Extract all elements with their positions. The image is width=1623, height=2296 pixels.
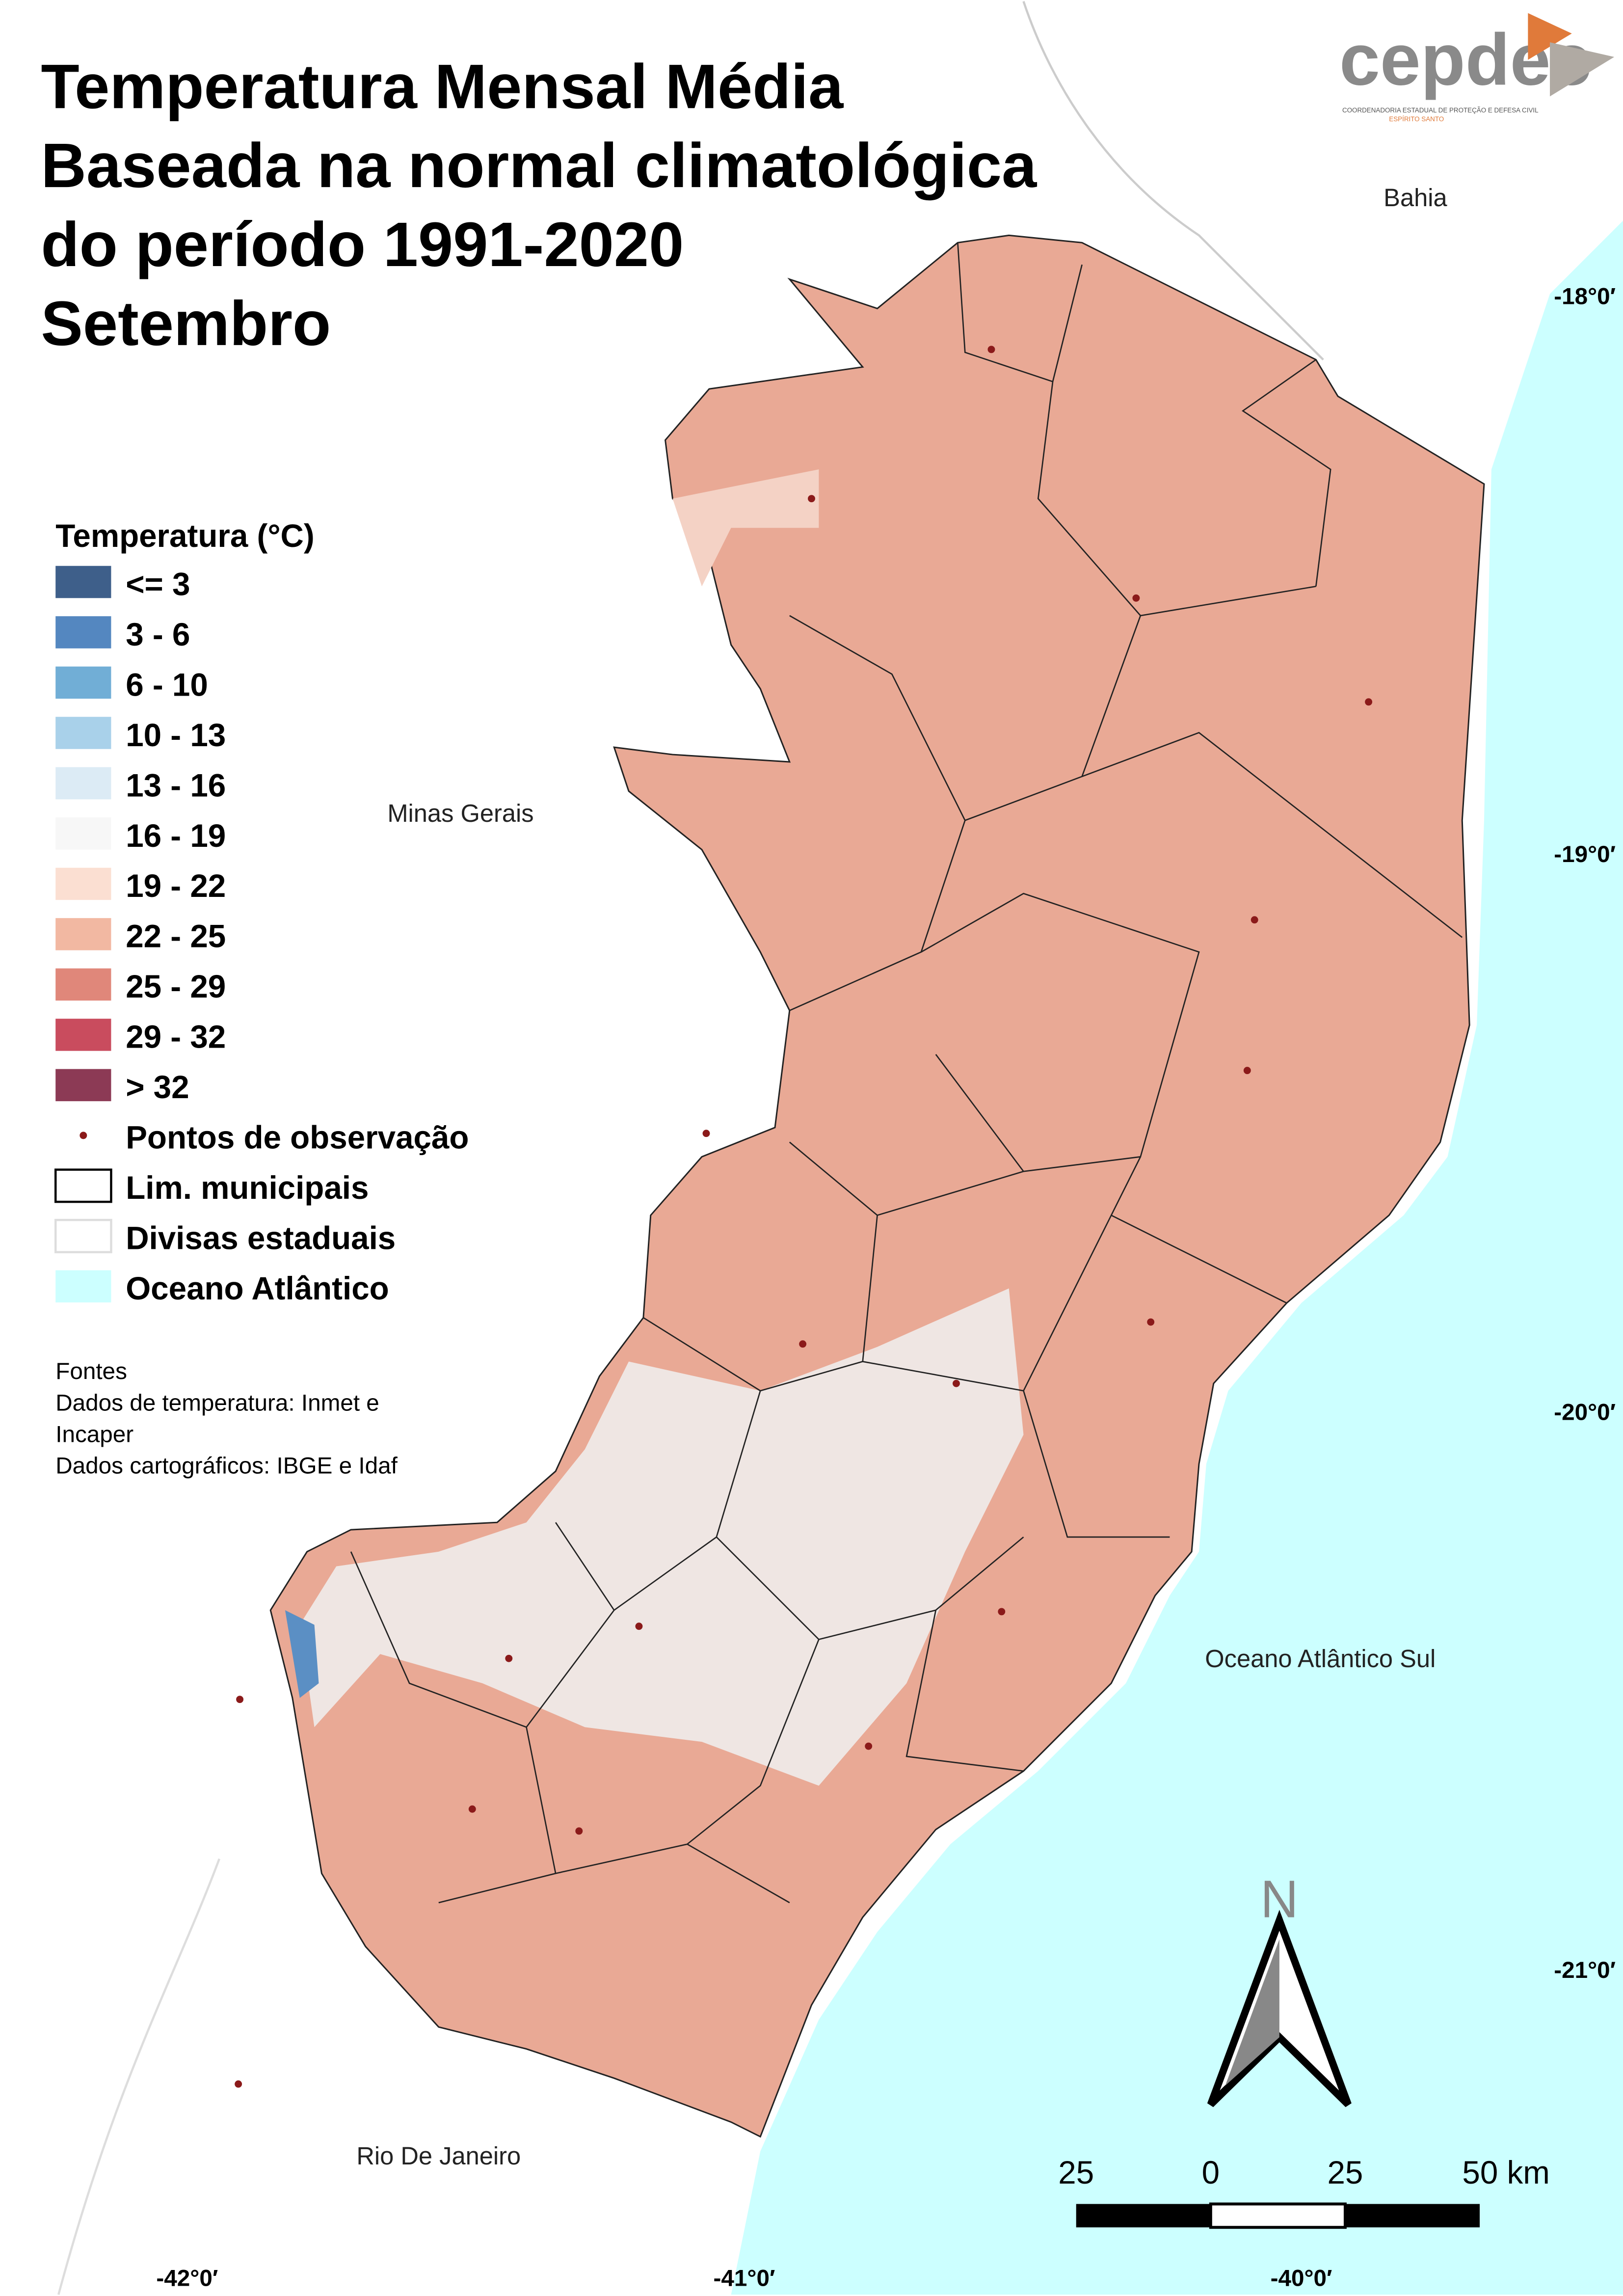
legend-swatch: [55, 717, 111, 749]
latitude-label: -18°0′: [1554, 283, 1616, 309]
state-border: [1022, 1, 1324, 361]
observation-point: [799, 1340, 807, 1348]
legend-swatch: [55, 918, 111, 950]
labels: Temperatura Mensal Média Baseada na norma…: [41, 52, 1616, 2291]
observation-point: [575, 1827, 583, 1835]
observation-point: [635, 1622, 643, 1630]
source-line: Dados de temperatura: Inmet e: [55, 1390, 379, 1416]
observation-point: [808, 495, 815, 503]
legend-label: 19 - 22: [126, 868, 226, 904]
scale-segment: [1345, 2204, 1480, 2228]
longitude-label: -42°0′: [156, 2265, 218, 2291]
logo-arrow: [1550, 42, 1615, 97]
legend-label: Divisas estaduais: [126, 1220, 396, 1256]
legend-label: > 32: [126, 1069, 189, 1105]
place-label: Oceano Atlântico Sul: [1205, 1645, 1436, 1673]
observation-point: [953, 1379, 960, 1387]
legend-swatch: [55, 566, 111, 598]
observation-points: [235, 346, 1373, 2088]
legend-title: Temperatura (°C): [55, 518, 314, 554]
legend-label: 13 - 16: [126, 767, 226, 803]
legend-label: Oceano Atlântico: [126, 1270, 389, 1306]
logo-state: ESPÍRITO SANTO: [1389, 115, 1444, 123]
legend-swatch: [55, 1270, 111, 1303]
north-arrow-shade: [1225, 1939, 1279, 2086]
observation-point: [865, 1742, 873, 1750]
source-line: Incaper: [55, 1421, 133, 1447]
legend-label: 10 - 13: [126, 717, 226, 753]
observation-point: [505, 1654, 513, 1662]
legend-label: 16 - 19: [126, 818, 226, 854]
title-line: do período 1991-2020: [41, 210, 684, 280]
legend-label: 3 - 6: [126, 617, 190, 652]
scale-segment: [1076, 2204, 1211, 2228]
longitude-label: -41°0′: [714, 2265, 775, 2291]
scale-label: 25: [1327, 2155, 1363, 2190]
title-line: Temperatura Mensal Média: [41, 52, 844, 122]
legend-swatch: [55, 616, 111, 648]
scale-label: 0: [1202, 2155, 1220, 2190]
observation-point: [1251, 916, 1258, 924]
legend-swatch: [54, 1168, 112, 1203]
observation-point: [998, 1608, 1006, 1616]
highland-area: [299, 1288, 1024, 1786]
observation-point: [1132, 594, 1140, 602]
longitude-label: -40°0′: [1271, 2265, 1332, 2291]
observation-point: [235, 2080, 242, 2088]
legend-swatch: [54, 1218, 112, 1253]
latitude-label: -21°0′: [1554, 1957, 1616, 1983]
north-label: N: [1260, 1870, 1298, 1929]
legend-swatch: [55, 666, 111, 699]
latitude-label: -19°0′: [1554, 841, 1616, 867]
legend-swatch: [55, 767, 111, 800]
legend-swatch: [55, 1069, 111, 1102]
observation-point: [702, 1130, 710, 1137]
legend-label: 6 - 10: [126, 667, 208, 702]
ocean: [731, 220, 1623, 2295]
place-label: Rio De Janeiro: [356, 2142, 521, 2170]
municipal-limits: [350, 243, 1463, 1904]
scale-segment: [1209, 2202, 1347, 2229]
cold-area: [285, 1610, 319, 1698]
observation-point: [236, 1696, 244, 1703]
scale-label: 25: [1058, 2155, 1094, 2190]
observation-point: [1147, 1318, 1155, 1326]
source-line: Fontes: [55, 1358, 127, 1384]
legend-label: Pontos de observação: [126, 1120, 469, 1156]
legend-label: Lim. municipais: [126, 1170, 369, 1206]
observation-point: [1243, 1067, 1251, 1075]
legend-label: 22 - 25: [126, 918, 226, 954]
logo-subtitle: COORDENADORIA ESTADUAL DE PROTEÇÃO E DEF…: [1342, 107, 1539, 114]
scale-label: 50 km: [1462, 2155, 1549, 2190]
source-line: Dados cartográficos: IBGE e Idaf: [55, 1453, 398, 1479]
legend-label: 29 - 32: [126, 1019, 226, 1055]
latitude-label: -20°0′: [1554, 1400, 1616, 1426]
legend-swatch: [55, 968, 111, 1001]
legend-swatch: [55, 867, 111, 900]
title-line: Setembro: [41, 289, 331, 359]
state-border: [57, 1858, 220, 2295]
observation-point: [987, 346, 995, 353]
place-label: Bahia: [1384, 184, 1447, 212]
title-line: Baseada na normal climatológica: [41, 131, 1038, 201]
legend-label: <= 3: [126, 566, 190, 602]
legend-swatch: [55, 817, 111, 850]
legend-point: [80, 1132, 87, 1139]
observation-point: [1365, 698, 1373, 706]
place-label: Minas Gerais: [387, 799, 533, 827]
observation-point: [468, 1805, 476, 1813]
logo-arrow: [1528, 13, 1572, 60]
legend-swatch: [55, 1019, 111, 1051]
legend-label: 25 - 29: [126, 969, 226, 1004]
